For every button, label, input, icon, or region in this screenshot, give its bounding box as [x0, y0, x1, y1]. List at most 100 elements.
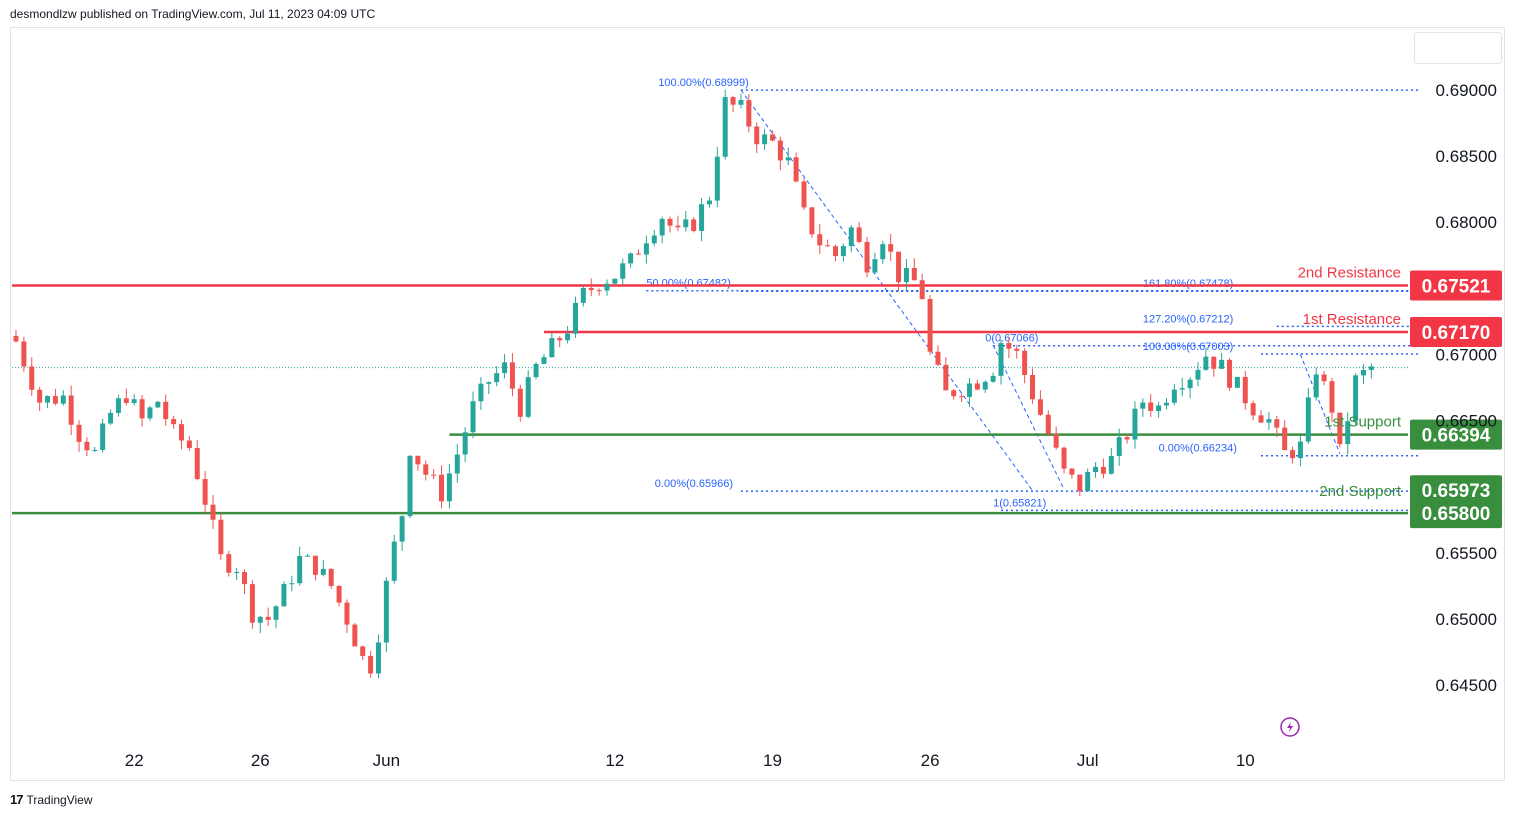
- candle-body: [352, 624, 358, 647]
- price-axis: 0.69000 0.68500 0.68000 0.67000 0.66500 0.655…: [1436, 81, 1497, 695]
- candle: [1037, 390, 1043, 416]
- candle-body: [1100, 466, 1106, 474]
- candle-body: [454, 454, 460, 474]
- candle: [407, 455, 413, 519]
- y-tick-label: 0.69000: [1436, 81, 1497, 100]
- candle: [60, 390, 66, 406]
- candle: [1242, 370, 1248, 410]
- candle-body: [336, 585, 342, 603]
- tradingview-logo-mark: 17: [10, 792, 24, 807]
- candle-body: [60, 395, 66, 404]
- candle-body: [966, 383, 972, 397]
- candle: [470, 391, 476, 439]
- candle: [1085, 468, 1091, 492]
- candle: [525, 370, 531, 419]
- candle-body: [1195, 369, 1201, 380]
- candle: [123, 388, 129, 406]
- candle: [1171, 384, 1177, 406]
- candle-body: [927, 298, 933, 352]
- price-tag-label: 0.67170: [1422, 323, 1491, 344]
- candle-body: [604, 283, 610, 291]
- candle: [785, 147, 791, 166]
- fib-label: 0.00%(0.65966): [655, 478, 733, 490]
- level-label: 1st Resistance: [1303, 311, 1401, 328]
- candle: [1282, 420, 1288, 451]
- candle: [1258, 410, 1264, 423]
- candle: [699, 198, 705, 242]
- candle-body: [1313, 374, 1319, 398]
- candle-body: [911, 267, 917, 281]
- candle: [588, 278, 594, 297]
- candle: [1030, 368, 1036, 404]
- candle: [68, 385, 74, 436]
- candle: [643, 235, 649, 264]
- candle: [454, 444, 460, 483]
- price-tag-label: 0.67521: [1422, 277, 1491, 298]
- candle: [1360, 364, 1366, 385]
- candle-body: [580, 287, 586, 303]
- candle-body: [998, 343, 1004, 376]
- chart-frame: [10, 27, 1505, 781]
- candle-body: [596, 290, 602, 292]
- candle-body: [446, 473, 452, 502]
- candle: [903, 258, 909, 291]
- candle-body: [21, 341, 27, 367]
- candle-body: [793, 157, 799, 182]
- candle-body: [1282, 427, 1288, 451]
- candle-body: [643, 243, 649, 255]
- candle-body: [1163, 402, 1169, 406]
- candle: [423, 460, 429, 481]
- candle-body: [202, 479, 208, 505]
- candle-body: [37, 389, 43, 403]
- x-tick-label: 22: [125, 751, 144, 770]
- candle: [738, 93, 744, 109]
- lightning-icon[interactable]: [1280, 717, 1300, 737]
- candle-body: [738, 100, 744, 105]
- candle: [990, 372, 996, 383]
- candle-body: [722, 97, 728, 157]
- candle-body: [864, 241, 870, 273]
- price-tag-label: 0.65973: [1422, 481, 1491, 502]
- candle: [1290, 446, 1296, 464]
- candle: [919, 273, 925, 300]
- candle: [502, 354, 508, 379]
- candle: [880, 240, 886, 264]
- candle: [1116, 428, 1122, 466]
- candle-body: [1116, 437, 1122, 456]
- candle-body: [320, 568, 326, 575]
- candle-body: [848, 227, 854, 247]
- candle-body: [525, 377, 531, 417]
- candle-body: [1250, 403, 1256, 416]
- candle: [809, 206, 815, 238]
- candle: [840, 243, 846, 262]
- chart-control-box[interactable]: [1414, 32, 1502, 64]
- candle: [1368, 363, 1374, 379]
- candle: [636, 249, 642, 255]
- candle: [1014, 344, 1020, 359]
- candle: [833, 244, 839, 262]
- candle: [1077, 474, 1083, 497]
- y-tick-label: 0.68000: [1436, 213, 1497, 232]
- fib-label: 50.00%(0.67482): [646, 278, 730, 290]
- level-label: 2nd Resistance: [1298, 265, 1401, 282]
- candle-body: [1329, 381, 1335, 413]
- fib-label: 0.00%(0.66234): [1159, 443, 1237, 455]
- candle-body: [249, 584, 255, 623]
- candle: [1163, 398, 1169, 410]
- candle: [92, 447, 98, 453]
- candle: [604, 279, 610, 296]
- fib-label: 1(0.65821): [993, 497, 1046, 509]
- fib-label: 161.80%(0.67478): [1143, 278, 1234, 290]
- y-tick-label: 0.64500: [1436, 676, 1497, 695]
- candle: [777, 136, 783, 171]
- candle-body: [659, 218, 665, 236]
- candle-body: [92, 449, 98, 451]
- candle: [431, 469, 437, 480]
- candle-body: [1132, 408, 1138, 440]
- candle-body: [439, 474, 445, 502]
- candle-body: [100, 423, 106, 450]
- candle-body: [1353, 375, 1359, 422]
- candle-body: [1211, 356, 1217, 369]
- candle: [966, 377, 972, 407]
